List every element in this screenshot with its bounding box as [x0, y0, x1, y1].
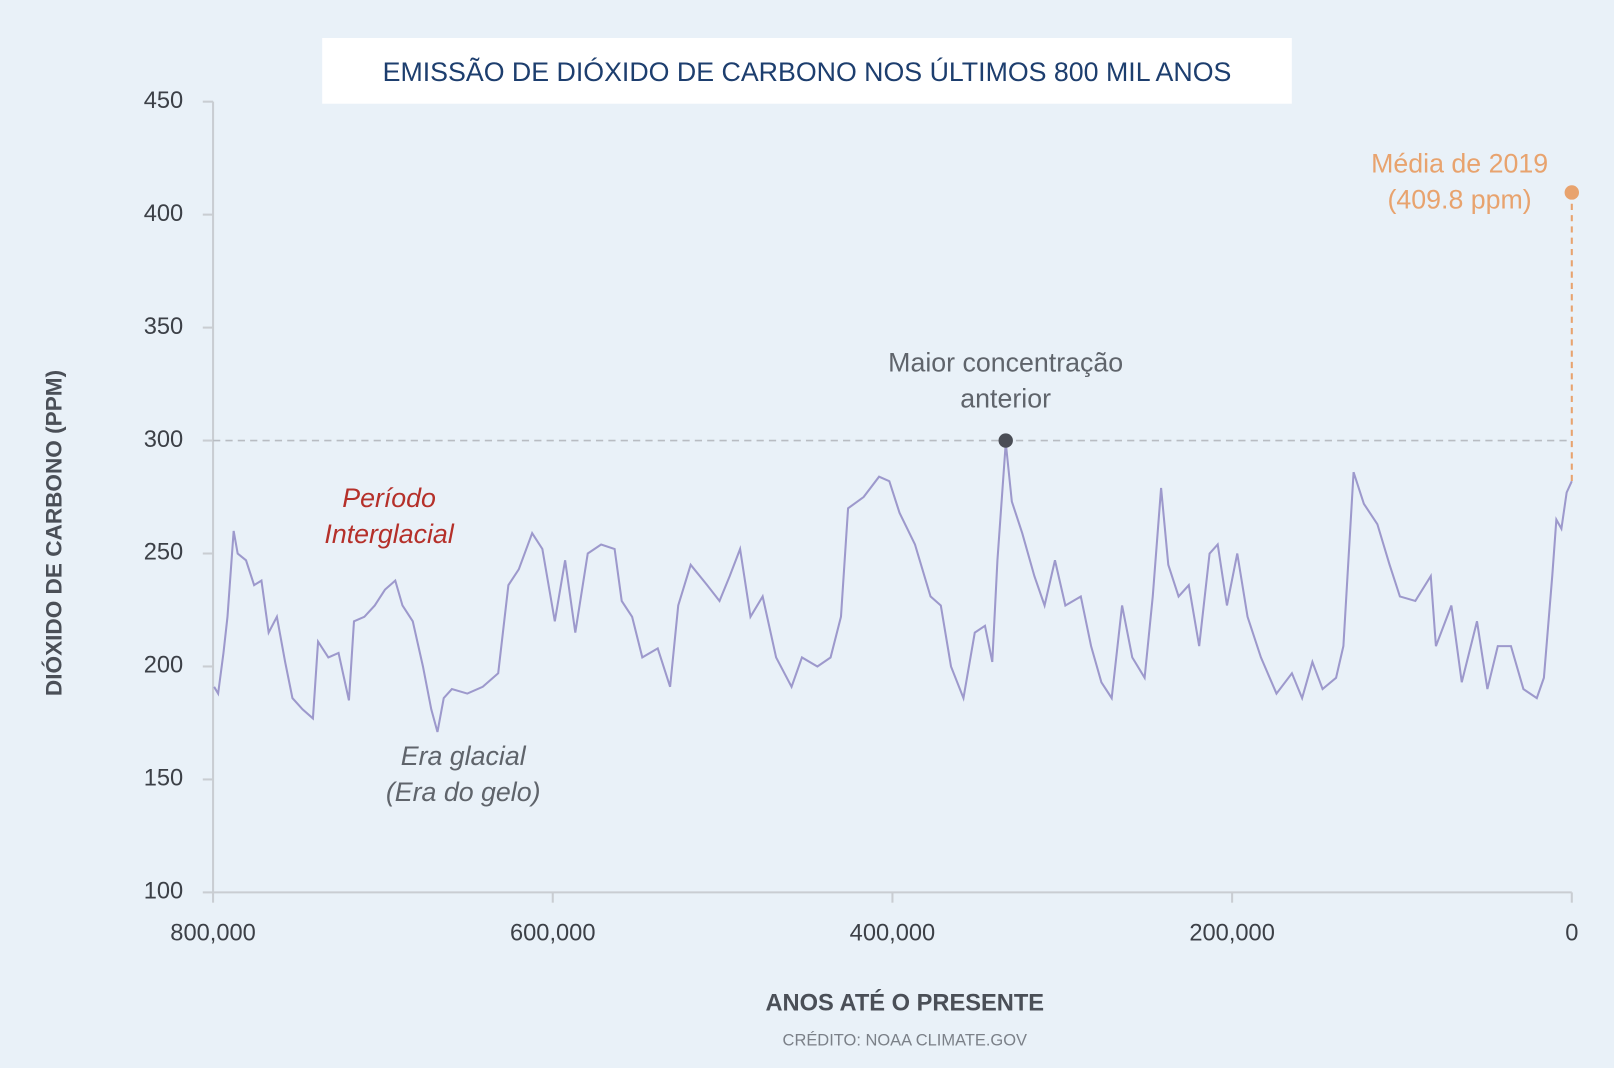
- co2-line: [213, 442, 1573, 733]
- annotation: Interglacial: [324, 519, 454, 549]
- y-tick-label: 450: [144, 88, 183, 114]
- annotation: Era glacial: [401, 741, 527, 771]
- highlight-point: [1564, 185, 1580, 200]
- annotation: (409.8 ppm): [1387, 184, 1531, 214]
- y-tick-label: 200: [144, 653, 183, 679]
- x-tick-label: 0: [1565, 921, 1578, 947]
- y-tick-label: 400: [144, 201, 183, 227]
- x-tick-label: 800,000: [170, 921, 256, 947]
- title-box: [322, 37, 1292, 104]
- y-axis-label: DIÓXIDO DE CARBONO (PPM): [42, 370, 67, 696]
- chart-title: EMISSÃO DE DIÓXIDO DE CARBONO NOS ÚLTIMO…: [383, 56, 1232, 87]
- x-tick-label: 600,000: [510, 921, 596, 947]
- y-tick-label: 250: [144, 540, 183, 566]
- x-tick-label: 200,000: [1189, 921, 1275, 947]
- y-tick-label: 350: [144, 314, 183, 340]
- x-tick-label: 400,000: [850, 921, 936, 947]
- y-tick-label: 150: [144, 766, 183, 792]
- credit: CRÉDITO: NOAA CLIMATE.GOV: [783, 1031, 1027, 1050]
- highlight-point: [998, 433, 1013, 448]
- y-tick-label: 100: [144, 879, 183, 905]
- annotation: Maior concentração: [888, 348, 1123, 378]
- annotation: (Era do gelo): [386, 777, 541, 807]
- annotation: Período: [342, 483, 436, 513]
- x-axis-label: ANOS ATÉ O PRESENTE: [765, 989, 1044, 1017]
- annotation: Média de 2019: [1371, 148, 1548, 178]
- y-tick-label: 300: [144, 427, 183, 453]
- annotation: anterior: [960, 384, 1051, 414]
